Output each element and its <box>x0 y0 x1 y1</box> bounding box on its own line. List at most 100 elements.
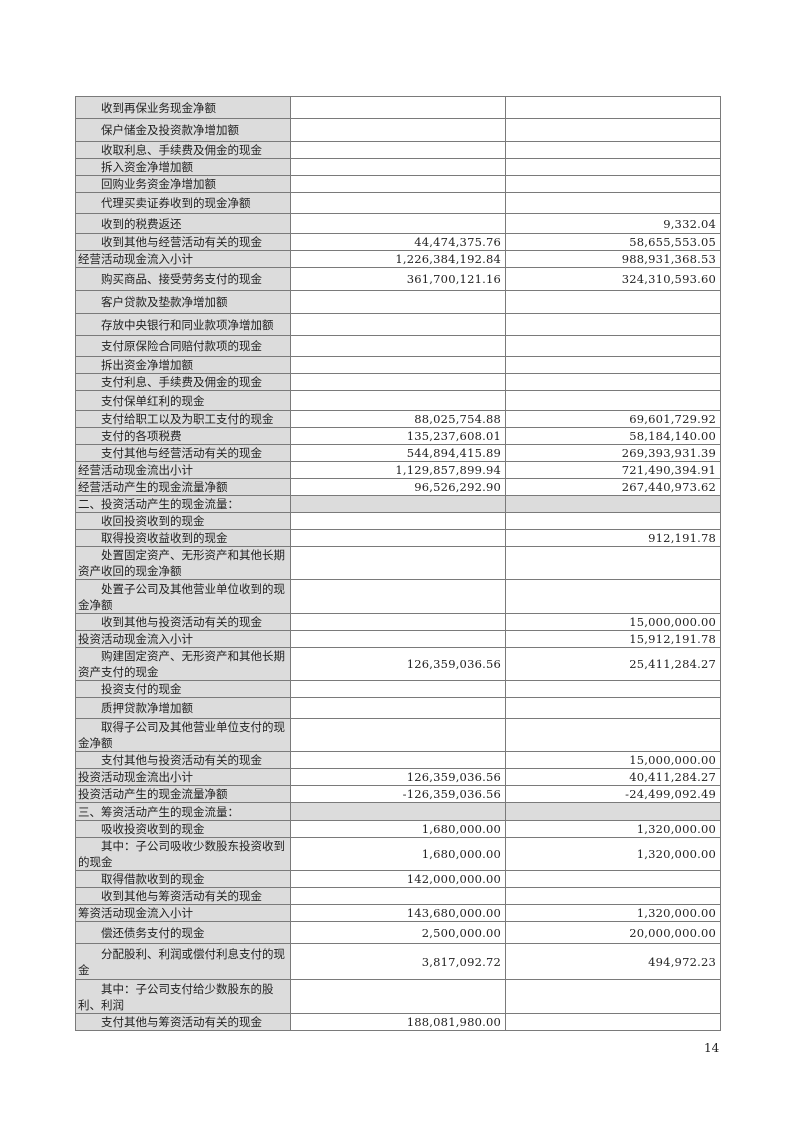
previous-period-value <box>505 680 721 698</box>
row-label: 支付给职工以及为职工支付的现金 <box>75 410 291 428</box>
table-row: 支付其他与经营活动有关的现金 544,894,415.89 269,393,931.… <box>75 444 721 462</box>
row-label: 投资活动产生的现金流量净额 <box>75 785 291 803</box>
current-period-value: 544,894,415.89 <box>290 444 506 462</box>
row-label: 支付其他与筹资活动有关的现金 <box>75 1013 291 1031</box>
current-period-value: 1,680,000.00 <box>290 837 506 871</box>
previous-period-value <box>505 870 721 888</box>
section-header-row: 三、筹资活动产生的现金流量： <box>75 802 721 821</box>
row-label: 偿还债务支付的现金 <box>75 921 291 944</box>
previous-period-value <box>505 356 721 374</box>
table-row: 保户储金及投资款净增加额 <box>75 118 721 142</box>
previous-period-value: 15,000,000.00 <box>505 751 721 769</box>
subtotal-row: 投资活动现金流出小计 126,359,036.56 40,411,284.27 <box>75 768 721 786</box>
previous-period-value: 494,972.23 <box>505 943 721 980</box>
previous-period-value: 58,655,553.05 <box>505 233 721 251</box>
previous-period-value <box>505 979 721 1014</box>
page-number: 14 <box>704 1041 720 1055</box>
row-label: 支付其他与投资活动有关的现金 <box>75 751 291 769</box>
current-period-value <box>290 512 506 530</box>
current-period-value <box>290 546 506 580</box>
table-row: 支付给职工以及为职工支付的现金 88,025,754.88 69,601,729.9… <box>75 410 721 428</box>
previous-period-value <box>505 290 721 314</box>
current-period-value <box>290 158 506 176</box>
current-period-value: 361,700,121.16 <box>290 267 506 291</box>
row-label: 投资活动现金流入小计 <box>75 630 291 648</box>
row-label: 收回投资收到的现金 <box>75 512 291 530</box>
subtotal-row: 投资活动现金流入小计 15,912,191.78 <box>75 630 721 648</box>
table-row: 收到的税费返还 9,332.04 <box>75 213 721 234</box>
table-row: 收到其他与投资活动有关的现金 15,000,000.00 <box>75 613 721 631</box>
current-period-value <box>290 579 506 614</box>
table-row: 购建固定资产、无形资产和其他长期资产支付的现金 126,359,036.56 25,… <box>75 647 721 681</box>
row-label: 回购业务资金净增加额 <box>75 175 291 193</box>
row-label: 收到再保业务现金净额 <box>75 96 291 119</box>
table-row: 偿还债务支付的现金 2,500,000.00 20,000,000.00 <box>75 921 721 944</box>
row-label: 拆入资金净增加额 <box>75 158 291 176</box>
table-row: 处置子公司及其他营业单位收到的现金净额 <box>75 579 721 614</box>
current-period-value <box>290 495 506 513</box>
table-row: 吸收投资收到的现金 1,680,000.00 1,320,000.00 <box>75 820 721 838</box>
row-label: 分配股利、利润或偿付利息支付的现金 <box>75 943 291 980</box>
table-row: 拆入资金净增加额 <box>75 158 721 176</box>
current-period-value: 1,226,384,192.84 <box>290 250 506 268</box>
previous-period-value: 69,601,729.92 <box>505 410 721 428</box>
current-period-value <box>290 529 506 547</box>
previous-period-value <box>505 141 721 159</box>
previous-period-value <box>505 118 721 142</box>
row-label: 取得投资收益收到的现金 <box>75 529 291 547</box>
row-label: 存放中央银行和同业款项净增加额 <box>75 313 291 336</box>
row-label: 二、投资活动产生的现金流量： <box>75 495 291 513</box>
table-row: 支付其他与筹资活动有关的现金 188,081,980.00 <box>75 1013 721 1031</box>
row-label: 购买商品、接受劳务支付的现金 <box>75 267 291 291</box>
current-period-value <box>290 118 506 142</box>
current-period-value <box>290 630 506 648</box>
previous-period-value <box>505 697 721 719</box>
row-label: 处置固定资产、无形资产和其他长期资产收回的现金净额 <box>75 546 291 580</box>
row-label: 取得借款收到的现金 <box>75 870 291 888</box>
current-period-value <box>290 313 506 336</box>
previous-period-value <box>505 887 721 905</box>
current-period-value <box>290 718 506 752</box>
row-label: 支付保单红利的现金 <box>75 390 291 411</box>
table-row: 收到其他与经营活动有关的现金 44,474,375.76 58,655,553.05 <box>75 233 721 251</box>
previous-period-value: 1,320,000.00 <box>505 820 721 838</box>
table-row: 回购业务资金净增加额 <box>75 175 721 193</box>
row-label: 保户储金及投资款净增加额 <box>75 118 291 142</box>
table-row: 支付的各项税费 135,237,608.01 58,184,140.00 <box>75 427 721 445</box>
row-label: 处置子公司及其他营业单位收到的现金净额 <box>75 579 291 614</box>
table-row: 支付原保险合同赔付款项的现金 <box>75 335 721 357</box>
current-period-value: 1,129,857,899.94 <box>290 461 506 479</box>
current-period-value <box>290 290 506 314</box>
previous-period-value <box>505 96 721 119</box>
current-period-value <box>290 979 506 1014</box>
row-label: 三、筹资活动产生的现金流量： <box>75 802 291 821</box>
current-period-value: 188,081,980.00 <box>290 1013 506 1031</box>
subtotal-row: 经营活动现金流出小计 1,129,857,899.94 721,490,394.91 <box>75 461 721 479</box>
previous-period-value <box>505 313 721 336</box>
current-period-value <box>290 356 506 374</box>
current-period-value <box>290 887 506 905</box>
table-row: 存放中央银行和同业款项净增加额 <box>75 313 721 336</box>
previous-period-value: 1,320,000.00 <box>505 904 721 922</box>
current-period-value <box>290 192 506 214</box>
cash-flow-table: 收到再保业务现金净额 保户储金及投资款净增加额 收取利息、手续费及佣金的现金 拆入资金… <box>75 96 721 1031</box>
row-label: 其中：子公司吸收少数股东投资收到的现金 <box>75 837 291 871</box>
row-label: 支付的各项税费 <box>75 427 291 445</box>
previous-period-value: 9,332.04 <box>505 213 721 234</box>
table-row: 收到再保业务现金净额 <box>75 96 721 119</box>
current-period-value: 143,680,000.00 <box>290 904 506 922</box>
previous-period-value: 20,000,000.00 <box>505 921 721 944</box>
table-row: 取得投资收益收到的现金 912,191.78 <box>75 529 721 547</box>
current-period-value: -126,359,036.56 <box>290 785 506 803</box>
current-period-value: 126,359,036.56 <box>290 647 506 681</box>
table-row: 客户贷款及垫款净增加额 <box>75 290 721 314</box>
current-period-value <box>290 697 506 719</box>
table-row: 其中：子公司支付给少数股东的股利、利润 <box>75 979 721 1014</box>
row-label: 取得子公司及其他营业单位支付的现金净额 <box>75 718 291 752</box>
current-period-value: 135,237,608.01 <box>290 427 506 445</box>
current-period-value: 96,526,292.90 <box>290 478 506 496</box>
previous-period-value <box>505 373 721 391</box>
previous-period-value <box>505 158 721 176</box>
previous-period-value <box>505 546 721 580</box>
previous-period-value <box>505 802 721 821</box>
